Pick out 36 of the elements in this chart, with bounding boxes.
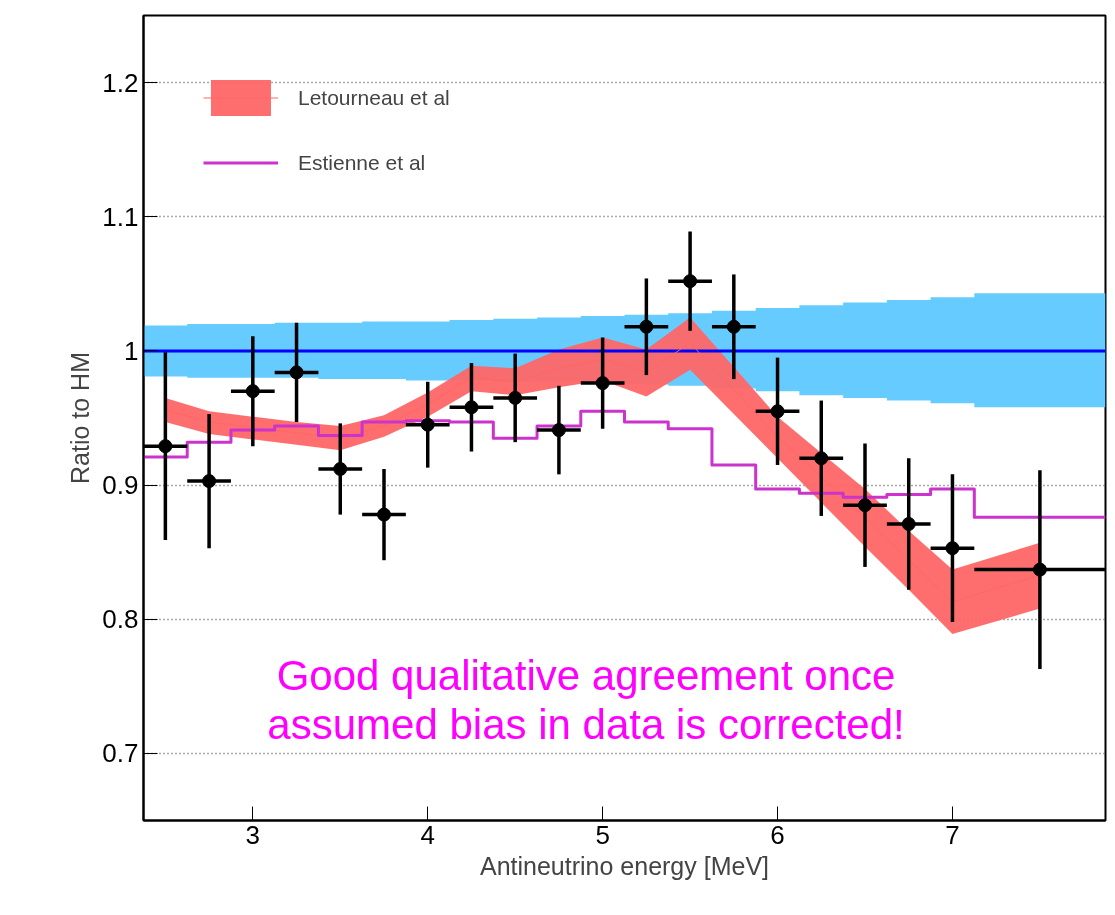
point xyxy=(245,384,260,399)
y-tick-label: 1.2 xyxy=(102,67,139,98)
point xyxy=(814,451,829,466)
y-tick-label: 0.9 xyxy=(102,470,139,501)
y-tick-label: 0.8 xyxy=(102,604,139,635)
point xyxy=(202,474,217,489)
point xyxy=(1032,562,1047,577)
legend-label: Letourneau et al xyxy=(298,85,450,110)
point xyxy=(508,390,523,405)
point xyxy=(377,507,391,522)
x-tick-label: 3 xyxy=(245,819,261,850)
point xyxy=(333,462,348,476)
point xyxy=(289,365,304,380)
point xyxy=(945,541,960,556)
point xyxy=(420,417,435,432)
point xyxy=(726,319,741,334)
point xyxy=(858,498,872,513)
y-tick-label: 1.1 xyxy=(102,201,139,232)
x-tick-label: 5 xyxy=(595,819,610,850)
x-tick-label: 4 xyxy=(420,819,435,850)
point xyxy=(551,423,566,438)
point xyxy=(158,439,173,454)
y-axis-title: Ratio to HM xyxy=(66,352,95,484)
point xyxy=(595,376,610,391)
x-tick-label: 6 xyxy=(770,819,785,850)
point xyxy=(464,400,479,415)
point xyxy=(770,404,785,419)
x-axis-title: Antineutrino energy [MeV] xyxy=(479,851,770,880)
annotation: Good qualitative agreement once assumed bias in data is corrected! xyxy=(267,651,905,748)
point xyxy=(901,517,916,531)
point xyxy=(639,319,654,334)
point xyxy=(683,274,698,289)
y-tick-label: 1 xyxy=(124,335,139,366)
legend-label: Estienne et al xyxy=(298,150,426,175)
x-tick-label: 7 xyxy=(945,819,960,850)
y-tick-label: 0.7 xyxy=(102,738,139,769)
